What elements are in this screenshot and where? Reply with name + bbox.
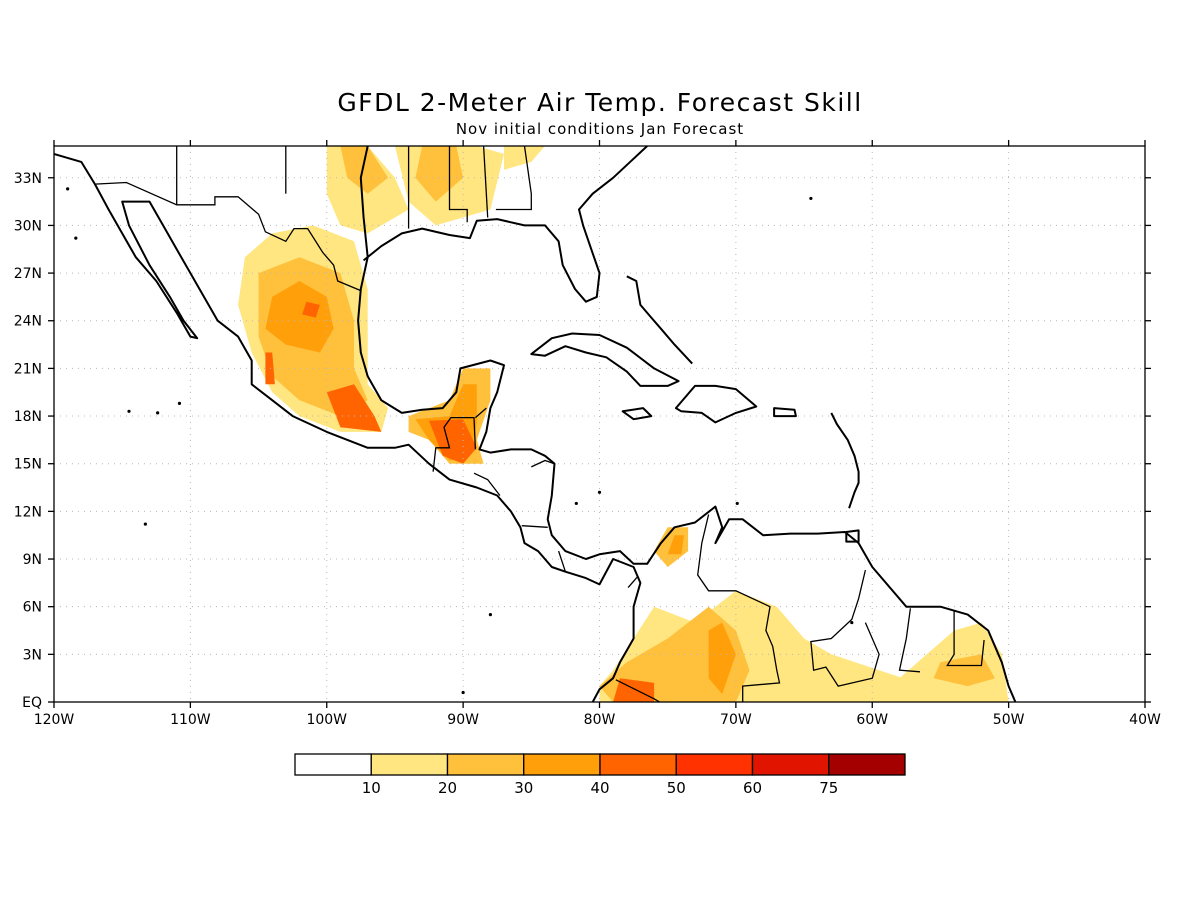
north-america-coastline: [54, 152, 642, 702]
y-tick-label: EQ: [22, 695, 42, 711]
y-tick-label: 12N: [14, 504, 42, 520]
x-tick-label: 120W: [34, 712, 75, 728]
colorbar-label: 20: [438, 779, 457, 797]
y-tick-label: 24N: [14, 314, 42, 330]
skill-fill-layer: [238, 146, 1009, 702]
skill-region: [415, 146, 464, 202]
jamaica-coastline: [621, 407, 653, 421]
country-border: [531, 459, 555, 468]
bahamas-coastline: [626, 275, 693, 365]
x-tick-label: 70W: [720, 712, 752, 728]
colorbar-label: 30: [514, 779, 533, 797]
map-title: GFDL 2-Meter Air Temp. Forecast Skill: [337, 88, 862, 117]
country-border: [557, 550, 567, 572]
y-tick-label: 18N: [14, 409, 42, 425]
island-marker: [574, 501, 578, 506]
country-border: [432, 416, 477, 472]
x-tick-label: 100W: [306, 712, 347, 728]
map-subtitle: Nov initial conditions Jan Forecast: [456, 120, 744, 138]
lesser-antilles-coastline: [830, 412, 860, 509]
island-marker: [735, 501, 739, 506]
island-marker: [127, 409, 131, 413]
colorbar-swatch: [675, 753, 754, 776]
plot-area: [54, 146, 1145, 702]
x-tick-label: 50W: [993, 712, 1025, 728]
colorbar-label: 50: [667, 779, 686, 797]
y-tick-label: 6N: [23, 600, 42, 616]
country-border: [898, 608, 921, 673]
colorbar-swatch: [370, 753, 449, 776]
colorbar-label: 40: [590, 779, 609, 797]
y-tick-label: 27N: [14, 266, 42, 282]
island-marker: [156, 411, 160, 415]
country-border: [474, 407, 487, 419]
island-marker: [177, 401, 182, 405]
hispaniola-coastline: [674, 384, 758, 424]
skill-region: [708, 622, 736, 695]
island-marker: [488, 613, 492, 617]
colorbar-swatch: [751, 753, 830, 776]
skill-region: [302, 301, 320, 318]
puerto-rico-coastline: [773, 407, 797, 418]
y-tick-label: 9N: [23, 552, 42, 568]
skill-region: [326, 384, 382, 432]
us-gulf-coastline: [362, 146, 648, 303]
colorbar-swatch: [446, 753, 525, 776]
colorbar-swatch: [599, 753, 677, 776]
colorbar-label: 75: [819, 779, 838, 797]
country-border: [94, 181, 362, 292]
country-border: [473, 472, 501, 496]
cuba-coastline: [530, 332, 680, 387]
y-tick-label: 15N: [14, 457, 42, 473]
colorbar-swatch: [828, 753, 906, 776]
x-tick-label: 60W: [856, 712, 888, 728]
y-tick-label: 30N: [14, 218, 42, 234]
skill-region: [429, 419, 477, 464]
country-border: [615, 679, 661, 702]
colorbar-swatch: [523, 753, 601, 776]
colorbar: 10 20 30 40 50 60 75: [294, 753, 906, 797]
y-tick-label: 21N: [14, 361, 42, 377]
trinidad-coastline: [845, 529, 860, 543]
country-border: [697, 514, 781, 702]
island-marker: [597, 490, 602, 494]
country-border: [521, 525, 548, 528]
y-tick-label: 33N: [14, 171, 42, 187]
country-border: [495, 146, 532, 211]
skill-region: [667, 535, 685, 555]
colorbar-swatch: [294, 753, 372, 776]
gridlines: [54, 146, 1145, 702]
island-marker: [461, 690, 465, 695]
skill-region: [504, 146, 545, 170]
x-tick-label: 90W: [447, 712, 479, 728]
island-marker: [74, 236, 78, 240]
plot-frame: [53, 145, 1146, 703]
x-tick-label: 110W: [170, 712, 211, 728]
island-marker: [143, 522, 147, 526]
island-marker: [809, 196, 813, 201]
y-tick-label: 3N: [23, 647, 42, 663]
coastlines: [54, 146, 1017, 702]
country-border: [810, 569, 880, 687]
x-tick-label: 40W: [1129, 712, 1161, 728]
axes: 120W 110W 100W 90W 80W 70W 60W 50W 40W EQ 3N 6N 9N 12…: [14, 140, 1161, 728]
country-border: [946, 611, 985, 667]
island-marker: [850, 620, 854, 625]
country-border: [448, 146, 468, 223]
country-border: [627, 576, 639, 589]
country-border: [482, 146, 489, 218]
island-marker: [66, 187, 70, 191]
skill-region: [265, 281, 334, 353]
colorbar-label: 10: [362, 779, 381, 797]
x-tick-label: 80W: [584, 712, 616, 728]
colorbar-label: 60: [743, 779, 762, 797]
skill-region: [340, 146, 389, 194]
